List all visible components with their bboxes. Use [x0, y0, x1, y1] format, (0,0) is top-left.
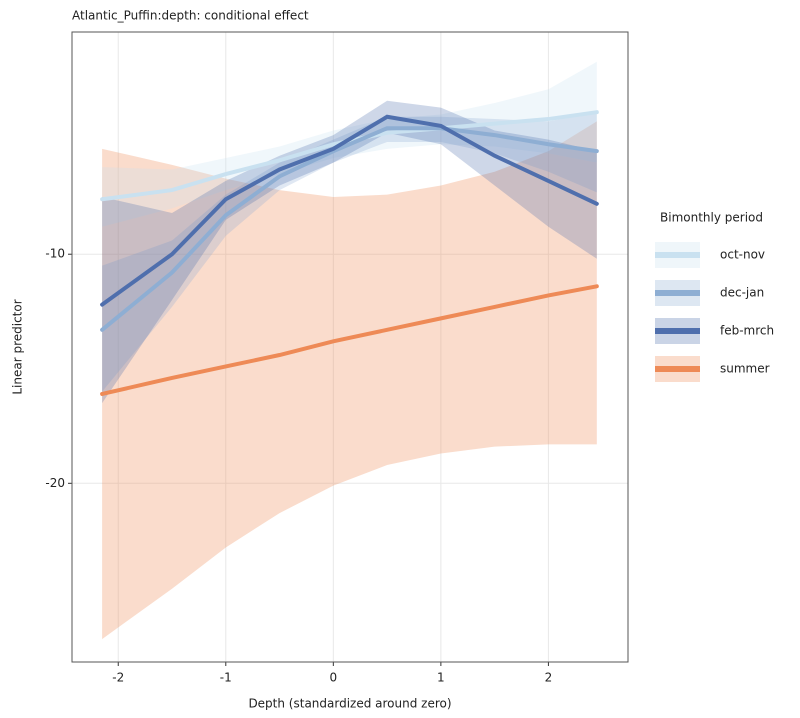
x-axis-label: Depth (standardized around zero) — [248, 697, 451, 711]
line — [100, 126, 599, 332]
y-axis-label: Linear predictor — [11, 299, 25, 394]
x-tick-label: 0 — [330, 671, 338, 685]
line — [100, 284, 599, 396]
legend-label: dec-jan — [720, 286, 764, 300]
legend-label: oct-nov — [720, 248, 765, 262]
legend-title: Bimonthly period — [660, 211, 763, 225]
line — [100, 114, 599, 307]
x-tick-label: -2 — [112, 671, 124, 685]
confidence-band — [102, 112, 597, 392]
confidence-band — [102, 121, 597, 640]
x-tick-label: -1 — [220, 671, 232, 685]
legend-label: feb-mrch — [720, 324, 774, 338]
y-tick-label: -20 — [45, 476, 65, 490]
x-tick-label: 2 — [545, 671, 553, 685]
y-tick-label: -10 — [45, 247, 65, 261]
legend-label: summer — [720, 362, 770, 376]
x-tick-label: 1 — [437, 671, 445, 685]
chart-title: Atlantic_Puffin:depth: conditional effec… — [72, 9, 309, 23]
confidence-band — [102, 100, 597, 404]
plot-border — [71, 31, 629, 663]
